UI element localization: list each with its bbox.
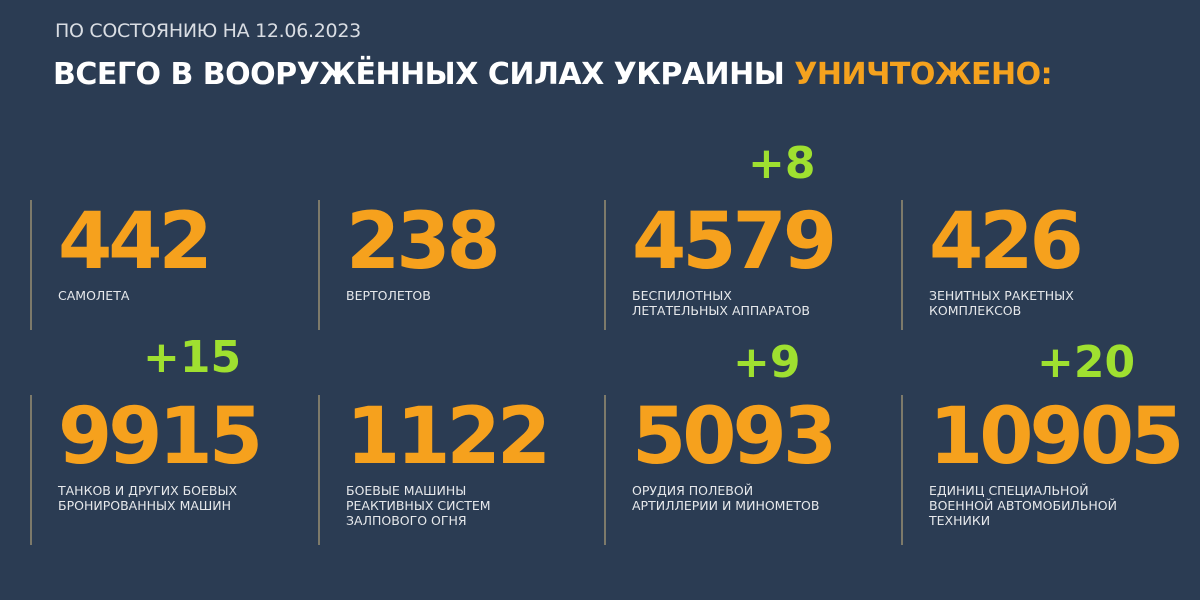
stat-tanks: 9915 ТАНКОВ И ДРУГИХ БОЕВЫХ БРОНИРОВАННЫХ…: [30, 392, 263, 545]
stat-label: ОРУДИЯ ПОЛЕВОЙ АРТИЛЛЕРИИ И МИНОМЕТОВ: [632, 483, 820, 513]
delta-tanks: +15: [143, 332, 242, 383]
stat-value: 9915: [58, 392, 263, 482]
date-line: ПО СОСТОЯНИЮ НА 12.06.2023: [55, 20, 361, 42]
delta-vehicles: +20: [1037, 337, 1136, 388]
stat-label: ВЕРТОЛЕТОВ: [346, 288, 431, 303]
delta-artillery: +9: [733, 337, 801, 388]
stat-value: 1122: [346, 392, 551, 482]
stat-value: 5093: [632, 392, 837, 482]
stat-helicopters: 238 ВЕРТОЛЕТОВ: [318, 197, 501, 330]
title-main: ВСЕГО В ВООРУЖЁННЫХ СИЛАХ УКРАИНЫ: [53, 57, 785, 92]
stat-uav: 4579 БЕСПИЛОТНЫХ ЛЕТАТЕЛЬНЫХ АППАРАТОВ: [604, 197, 837, 330]
title-highlight: УНИЧТОЖЕНО:: [794, 57, 1053, 92]
stat-value: 10905: [929, 392, 1184, 482]
stat-label: БОЕВЫЕ МАШИНЫ РЕАКТИВНЫХ СИСТЕМ ЗАЛПОВОГ…: [346, 483, 491, 528]
stat-value: 238: [346, 197, 501, 287]
stat-aircraft: 442 САМОЛЕТА: [30, 197, 213, 330]
stat-mlrs: 1122 БОЕВЫЕ МАШИНЫ РЕАКТИВНЫХ СИСТЕМ ЗАЛП…: [318, 392, 551, 545]
stat-label: ЗЕНИТНЫХ РАКЕТНЫХ КОМПЛЕКСОВ: [929, 288, 1074, 318]
delta-uav: +8: [748, 138, 816, 189]
stat-label: ТАНКОВ И ДРУГИХ БОЕВЫХ БРОНИРОВАННЫХ МАШ…: [58, 483, 238, 513]
stat-label: БЕСПИЛОТНЫХ ЛЕТАТЕЛЬНЫХ АППАРАТОВ: [632, 288, 810, 318]
stat-sam: 426 ЗЕНИТНЫХ РАКЕТНЫХ КОМПЛЕКСОВ: [901, 197, 1084, 330]
stat-label: САМОЛЕТА: [58, 288, 130, 303]
stat-vehicles: 10905 ЕДИНИЦ СПЕЦИАЛЬНОЙ ВОЕННОЙ АВТОМОБИ…: [901, 392, 1184, 545]
stat-value: 4579: [632, 197, 837, 287]
page-title: ВСЕГО В ВООРУЖЁННЫХ СИЛАХ УКРАИНЫ УНИЧТО…: [53, 57, 1053, 92]
stat-artillery: 5093 ОРУДИЯ ПОЛЕВОЙ АРТИЛЛЕРИИ И МИНОМЕТО…: [604, 392, 837, 545]
stat-label: ЕДИНИЦ СПЕЦИАЛЬНОЙ ВОЕННОЙ АВТОМОБИЛЬНОЙ…: [929, 483, 1117, 528]
stat-value: 426: [929, 197, 1084, 287]
stat-value: 442: [58, 197, 213, 287]
